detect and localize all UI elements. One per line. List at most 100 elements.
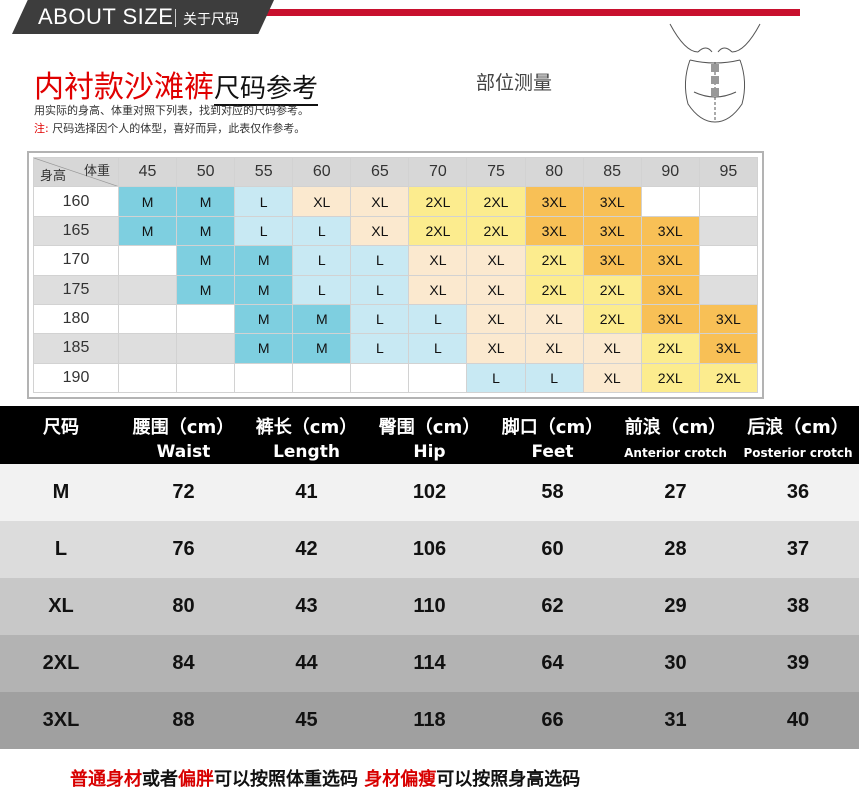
measure-parts-label: 部位测量 — [476, 72, 553, 94]
size-cell: L — [234, 215, 294, 247]
size-cell: L — [292, 245, 352, 276]
measurement-row: 3XL 88 45 118 66 31 40 — [0, 692, 859, 749]
size-cell: 3XL — [640, 303, 700, 335]
size-cell: L — [524, 362, 584, 394]
height-row: 160 M M L XL XL 2XL 2XL 3XL 3XL — [33, 186, 759, 217]
size-cell: 2XL — [698, 362, 759, 394]
tip-by-weight: 可以按照体重选码 — [214, 769, 365, 790]
grid-corner: 体重 身高 — [33, 156, 119, 188]
disclaimer-note: 注: 尺码选择因个人的体型，喜好而异，此表仅作参考。 — [34, 120, 305, 136]
size-cell: M — [234, 245, 294, 276]
empty-cell — [117, 362, 178, 394]
size-cell: 2XL — [524, 245, 584, 276]
measurement-value: 106 — [412, 538, 447, 560]
measurement-value: 114 — [413, 652, 446, 674]
size-cell: 3XL — [640, 274, 700, 305]
measurement-value: 44 — [295, 652, 318, 674]
measurement-value: 58 — [541, 481, 564, 503]
empty-cell — [292, 362, 352, 394]
size-cell: M — [176, 274, 236, 305]
size-cell: M — [292, 333, 352, 364]
size-cell: XL — [350, 186, 410, 217]
weight-axis-label: 体重 — [83, 163, 110, 178]
empty-cell — [234, 362, 294, 394]
corner-diagonal — [34, 158, 118, 187]
height-row: 185 M M L L XL XL XL 2XL 3XL — [33, 333, 759, 364]
header-cn-label: 脚口（cm） — [501, 417, 604, 438]
header-en-label: Length — [273, 442, 340, 462]
size-label: L — [54, 538, 68, 560]
measurement-value: 31 — [664, 709, 687, 731]
measurement-value: 62 — [541, 595, 564, 617]
size-cell: 2XL — [524, 274, 584, 305]
size-cell: L — [292, 274, 352, 305]
empty-cell — [350, 362, 410, 394]
measurement-column-header: 前浪（cm） Anterior crotch — [614, 406, 737, 464]
measurement-column-header: 臀围（cm） Hip — [368, 406, 491, 464]
size-cell: L — [350, 274, 410, 305]
height-row: 190 L L XL 2XL 2XL — [33, 362, 759, 394]
size-cell: L — [234, 186, 294, 217]
size-cell: M — [234, 303, 294, 335]
measurement-table: 尺码 腰围（cm） Waist 裤长（cm） Length 臀围（cm） Hip 脚口（cm）… — [0, 406, 859, 749]
measurement-value: 118 — [413, 709, 446, 731]
chart-title: 内衬款沙滩裤尺码参考 — [34, 62, 319, 106]
height-row: 170 M M L L XL XL 2XL 3XL 3XL — [33, 245, 759, 276]
measurement-column-header: 尺码 — [0, 406, 122, 464]
size-cell: 2XL — [640, 362, 700, 394]
header-en-label: Anterior crotch — [624, 446, 727, 460]
measurement-column-header: 腰围（cm） Waist — [122, 406, 245, 464]
header-en-label: Waist — [156, 442, 211, 462]
empty-cell — [698, 245, 759, 276]
measurement-value: 37 — [786, 538, 810, 560]
size-cell: M — [176, 215, 236, 247]
weight-header: 90 — [640, 156, 700, 188]
size-cell: 2XL — [466, 186, 526, 217]
size-cell: 3XL — [582, 215, 642, 247]
height-label: 185 — [33, 333, 119, 364]
size-cell: M — [292, 303, 352, 335]
height-label: 180 — [33, 303, 119, 335]
size-cell: XL — [582, 362, 642, 394]
tip-or: 或者 — [142, 769, 178, 790]
size-cell: M — [117, 215, 178, 247]
size-cell: 3XL — [582, 186, 642, 217]
measurement-column-header: 裤长（cm） Length — [245, 406, 368, 464]
measurement-value: 80 — [172, 595, 195, 617]
measurement-value: 45 — [295, 709, 318, 731]
size-label: 2XL — [42, 652, 80, 674]
instruction-note: 用实际的身高、体重对照下列表，找到对应的尺码参考。 — [34, 104, 309, 117]
size-cell: L — [408, 303, 468, 335]
measurement-row: M 72 41 102 58 27 36 — [0, 464, 859, 521]
empty-cell — [176, 303, 236, 335]
measurement-value: 43 — [295, 595, 318, 617]
height-axis-label: 身高 — [40, 168, 67, 184]
size-cell: M — [176, 245, 236, 276]
body-measurement-diagram-icon — [669, 23, 761, 123]
title-size-reference: 尺码参考 — [214, 74, 319, 106]
size-cell: XL — [582, 333, 642, 364]
title-product-name: 内衬款沙滩裤 — [34, 70, 214, 105]
weight-header: 45 — [117, 156, 178, 188]
empty-cell — [176, 362, 236, 394]
size-cell: 2XL — [582, 303, 642, 335]
weight-header: 95 — [698, 156, 759, 188]
size-cell: 3XL — [524, 215, 584, 247]
size-cell: XL — [350, 215, 410, 247]
empty-cell — [176, 333, 236, 364]
size-cell: 3XL — [582, 245, 642, 276]
header-cn-label: 后浪（cm） — [747, 417, 849, 438]
weight-header: 85 — [582, 156, 642, 188]
measurement-value: 102 — [412, 481, 447, 503]
size-cell: XL — [524, 333, 584, 364]
measurement-value: 64 — [541, 652, 564, 674]
measurement-header-row: 尺码 腰围（cm） Waist 裤长（cm） Length 臀围（cm） Hip 脚口（cm）… — [0, 406, 859, 464]
header-cn-label: 腰围（cm） — [132, 417, 235, 438]
measurement-value: 28 — [664, 538, 687, 560]
header-cn-label: 尺码 — [43, 417, 79, 438]
empty-cell — [117, 274, 178, 305]
weight-header: 75 — [466, 156, 526, 188]
measurement-value: 36 — [786, 481, 810, 503]
disclaimer-label: 注: — [34, 122, 49, 135]
size-cell: M — [234, 274, 294, 305]
